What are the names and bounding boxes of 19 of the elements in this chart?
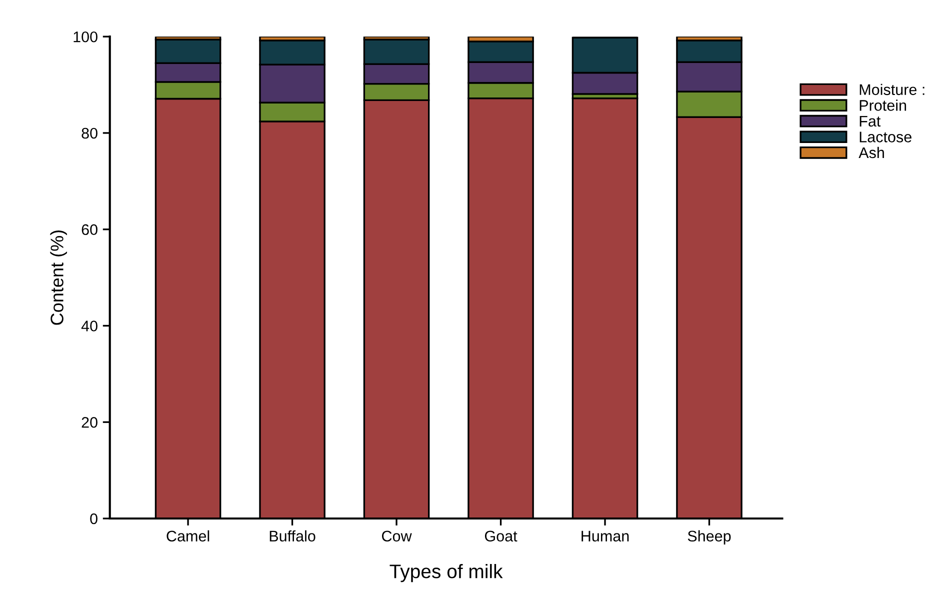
y-tick-label: 60 (82, 224, 98, 236)
legend-label: Lactose (860, 132, 912, 142)
y-tick-label: 0 (90, 513, 98, 524)
y-tick-label: 40 (81, 320, 98, 332)
y-tick-label: 80 (82, 128, 98, 139)
legend-label: Moisture : (860, 84, 924, 96)
legend-label: Protein (860, 100, 906, 111)
legend-label: Fat (860, 116, 881, 127)
x-tick-label: Human (582, 530, 629, 542)
x-tick-label: Camel (166, 530, 210, 542)
x-tick-label: Buffalo (270, 530, 316, 542)
x-tick-label: Cow (382, 530, 412, 542)
x-tick-label: Sheep (688, 530, 731, 545)
x-axis-title: Types of milk (390, 564, 503, 582)
y-axis-title: Content (%) (50, 230, 67, 325)
legend-label: Ash (858, 146, 884, 158)
y-tick-label: 100 (74, 31, 98, 42)
x-tick-label: Goat (484, 530, 518, 542)
y-tick-label: 20 (82, 416, 98, 428)
